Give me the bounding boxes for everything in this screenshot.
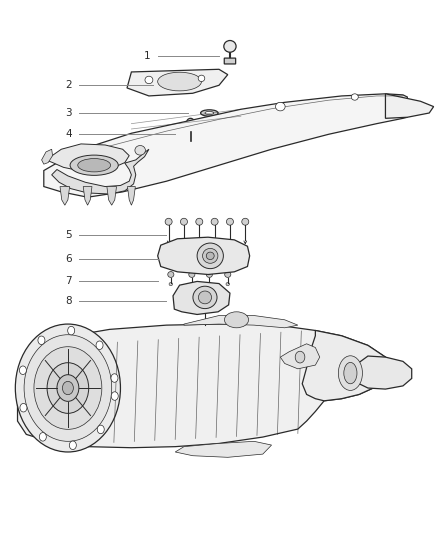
Ellipse shape: [111, 392, 118, 400]
FancyBboxPatch shape: [187, 122, 194, 133]
Ellipse shape: [38, 336, 45, 344]
Polygon shape: [385, 94, 434, 118]
Ellipse shape: [158, 72, 201, 91]
Text: 1: 1: [144, 51, 151, 61]
Ellipse shape: [206, 252, 214, 260]
Ellipse shape: [188, 149, 193, 152]
Polygon shape: [158, 237, 250, 274]
Ellipse shape: [344, 362, 357, 384]
Ellipse shape: [202, 248, 218, 263]
Ellipse shape: [165, 219, 172, 225]
Ellipse shape: [169, 282, 173, 286]
Polygon shape: [184, 316, 298, 328]
Polygon shape: [127, 187, 135, 205]
Polygon shape: [127, 69, 228, 96]
Ellipse shape: [225, 312, 249, 328]
Text: 5: 5: [65, 230, 72, 239]
Ellipse shape: [69, 441, 76, 449]
Ellipse shape: [193, 286, 217, 309]
Ellipse shape: [225, 271, 231, 277]
Ellipse shape: [145, 76, 153, 84]
Ellipse shape: [276, 102, 285, 111]
Ellipse shape: [202, 325, 208, 330]
Polygon shape: [302, 330, 385, 401]
Ellipse shape: [205, 111, 214, 115]
Ellipse shape: [226, 282, 230, 286]
Ellipse shape: [15, 324, 120, 452]
Ellipse shape: [201, 110, 218, 116]
Polygon shape: [44, 94, 407, 197]
Ellipse shape: [211, 219, 218, 225]
Ellipse shape: [111, 374, 118, 382]
Ellipse shape: [168, 271, 174, 277]
Text: 6: 6: [65, 254, 72, 263]
Ellipse shape: [96, 341, 103, 350]
Ellipse shape: [19, 366, 26, 375]
Ellipse shape: [189, 271, 195, 277]
Ellipse shape: [198, 291, 212, 304]
Ellipse shape: [180, 219, 187, 225]
Polygon shape: [359, 356, 412, 389]
Ellipse shape: [197, 243, 223, 269]
Polygon shape: [173, 281, 230, 314]
Polygon shape: [42, 149, 53, 164]
Ellipse shape: [208, 282, 211, 286]
Ellipse shape: [34, 346, 102, 430]
Ellipse shape: [20, 403, 27, 412]
Text: 7: 7: [65, 277, 72, 286]
Ellipse shape: [226, 219, 233, 225]
Ellipse shape: [70, 155, 118, 175]
Text: 8: 8: [65, 296, 72, 306]
Ellipse shape: [135, 146, 145, 155]
Ellipse shape: [47, 362, 88, 414]
Polygon shape: [175, 441, 272, 457]
Ellipse shape: [295, 351, 305, 363]
Ellipse shape: [196, 219, 203, 225]
FancyBboxPatch shape: [224, 58, 236, 64]
Ellipse shape: [24, 335, 112, 441]
Text: 4: 4: [65, 130, 72, 139]
Polygon shape: [280, 344, 320, 369]
Ellipse shape: [78, 159, 110, 172]
Ellipse shape: [97, 425, 104, 434]
Polygon shape: [18, 324, 385, 448]
Ellipse shape: [39, 433, 46, 441]
Polygon shape: [46, 144, 129, 171]
Ellipse shape: [190, 282, 194, 286]
Polygon shape: [83, 187, 92, 205]
Ellipse shape: [206, 271, 212, 277]
Ellipse shape: [57, 375, 79, 401]
Ellipse shape: [198, 75, 205, 82]
Ellipse shape: [68, 326, 75, 335]
Text: 2: 2: [65, 80, 72, 90]
Ellipse shape: [62, 382, 73, 394]
Ellipse shape: [224, 41, 236, 52]
Polygon shape: [107, 187, 117, 205]
Ellipse shape: [338, 356, 363, 390]
Ellipse shape: [187, 118, 194, 127]
Polygon shape: [52, 149, 149, 194]
Polygon shape: [60, 187, 70, 205]
Text: 3: 3: [65, 108, 72, 118]
Ellipse shape: [186, 139, 195, 143]
Ellipse shape: [242, 219, 249, 225]
Ellipse shape: [351, 94, 358, 100]
